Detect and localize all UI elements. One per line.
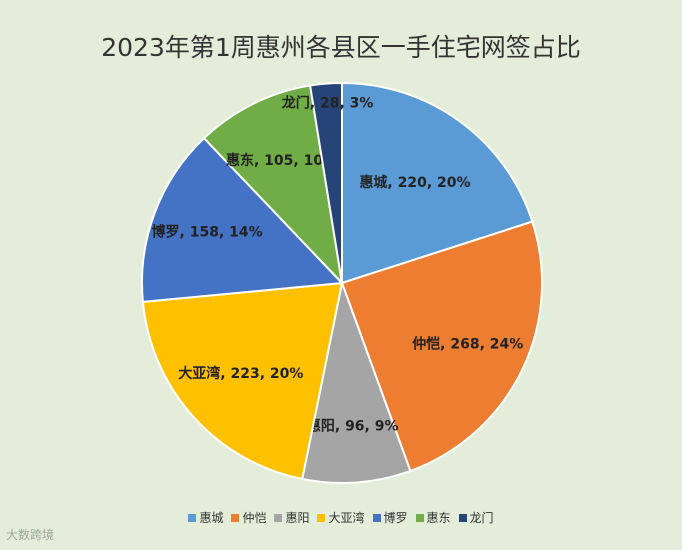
legend-label-4: 博罗 bbox=[383, 511, 408, 525]
legend-swatch-6 bbox=[458, 513, 467, 522]
pie-data-label-4: 博罗, 158, 14% bbox=[152, 224, 263, 241]
legend-label-5: 惠东 bbox=[426, 511, 451, 525]
legend-item-3: 大亚湾 bbox=[317, 509, 365, 526]
pie-data-label-1: 仲恺, 268, 24% bbox=[412, 336, 523, 353]
pie-slice-0 bbox=[341, 81, 534, 285]
pie-slice-6 bbox=[308, 81, 343, 284]
pie-data-label-2: 惠阳, 96, 9% bbox=[307, 418, 399, 435]
chart-title: 2023年第1周惠州各县区一手住宅网签占比 bbox=[101, 33, 581, 62]
legend-item-0: 惠城 bbox=[188, 509, 223, 526]
legend-item-5: 惠东 bbox=[415, 509, 451, 526]
legend-label-0: 惠城 bbox=[199, 511, 224, 525]
legend: 惠城 仲恺 惠阳 大亚湾 博罗 惠东 龙门 bbox=[0, 509, 682, 526]
legend-item-4: 博罗 bbox=[372, 509, 408, 526]
pie-data-label-3: 大亚湾, 223, 20% bbox=[178, 365, 303, 382]
legend-swatch-3 bbox=[317, 513, 326, 522]
pie-slice-3 bbox=[141, 281, 344, 481]
legend-swatch-4 bbox=[372, 513, 381, 522]
pie-slice-2 bbox=[301, 279, 412, 484]
legend-item-2: 惠阳 bbox=[274, 509, 309, 526]
legend-swatch-1 bbox=[231, 513, 240, 522]
pie-data-label-6: 龙门, 28, 3% bbox=[281, 95, 374, 112]
legend-swatch-2 bbox=[274, 513, 283, 522]
legend-label-2: 惠阳 bbox=[285, 511, 310, 525]
legend-item-6: 龙门 bbox=[458, 509, 494, 526]
legend-swatch-5 bbox=[415, 513, 424, 522]
legend-swatch-0 bbox=[188, 513, 197, 522]
legend-label-3: 大亚湾 bbox=[328, 511, 365, 525]
legend-label-1: 仲恺 bbox=[242, 511, 267, 525]
pie-slice-5 bbox=[202, 84, 344, 287]
pie-slice-1 bbox=[340, 220, 543, 473]
pie-data-label-0: 惠城, 220, 20% bbox=[359, 174, 470, 191]
legend-label-6: 龙门 bbox=[469, 511, 494, 525]
pie-slice-4 bbox=[141, 136, 345, 303]
legend-item-1: 仲恺 bbox=[231, 509, 266, 526]
pie-data-label-5: 惠东, 105, 10% bbox=[226, 152, 337, 169]
watermark-text: 大数跨境 bbox=[6, 528, 55, 542]
